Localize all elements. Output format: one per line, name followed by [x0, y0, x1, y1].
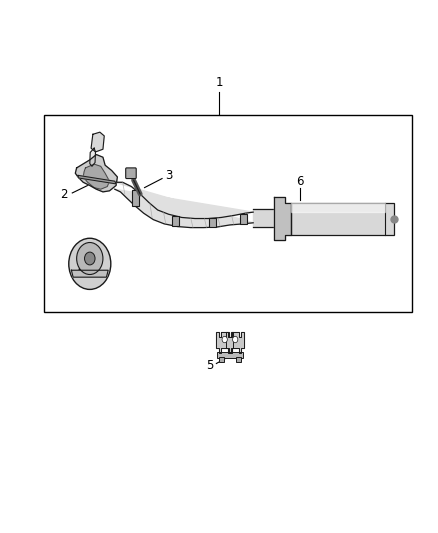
Text: 1: 1 [215, 76, 223, 89]
Polygon shape [274, 197, 291, 240]
Circle shape [222, 336, 227, 343]
Bar [236, 357, 241, 362]
Polygon shape [78, 175, 116, 184]
Text: 2: 2 [60, 188, 67, 201]
Polygon shape [83, 164, 110, 189]
Circle shape [69, 238, 111, 289]
Text: 4: 4 [77, 262, 85, 274]
Circle shape [85, 252, 95, 265]
Circle shape [77, 243, 103, 274]
Text: 3: 3 [165, 169, 172, 182]
Bar [132, 190, 139, 206]
Bar [217, 352, 243, 358]
Polygon shape [90, 148, 95, 166]
Text: 5: 5 [206, 359, 213, 372]
Polygon shape [216, 332, 233, 353]
Bar [219, 357, 224, 362]
Polygon shape [115, 182, 253, 228]
Polygon shape [75, 155, 117, 192]
Polygon shape [71, 270, 108, 277]
Circle shape [233, 336, 238, 343]
Bar [44, 115, 412, 312]
Polygon shape [226, 332, 244, 353]
Bar [209, 218, 216, 227]
FancyBboxPatch shape [126, 168, 136, 179]
Polygon shape [291, 203, 385, 212]
Bar [291, 203, 394, 235]
Text: 6: 6 [296, 175, 304, 188]
Bar [240, 214, 247, 224]
Polygon shape [253, 209, 274, 227]
Polygon shape [91, 132, 104, 152]
Bar [172, 216, 179, 226]
